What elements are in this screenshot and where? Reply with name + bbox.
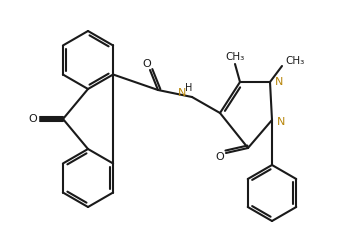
Text: O: O xyxy=(29,114,37,124)
Text: O: O xyxy=(216,152,224,162)
Text: H: H xyxy=(185,83,193,93)
Text: O: O xyxy=(143,59,151,69)
Text: CH₃: CH₃ xyxy=(225,52,245,62)
Text: N: N xyxy=(275,77,283,87)
Text: N: N xyxy=(277,117,285,127)
Text: N: N xyxy=(178,88,186,98)
Text: CH₃: CH₃ xyxy=(285,56,304,66)
